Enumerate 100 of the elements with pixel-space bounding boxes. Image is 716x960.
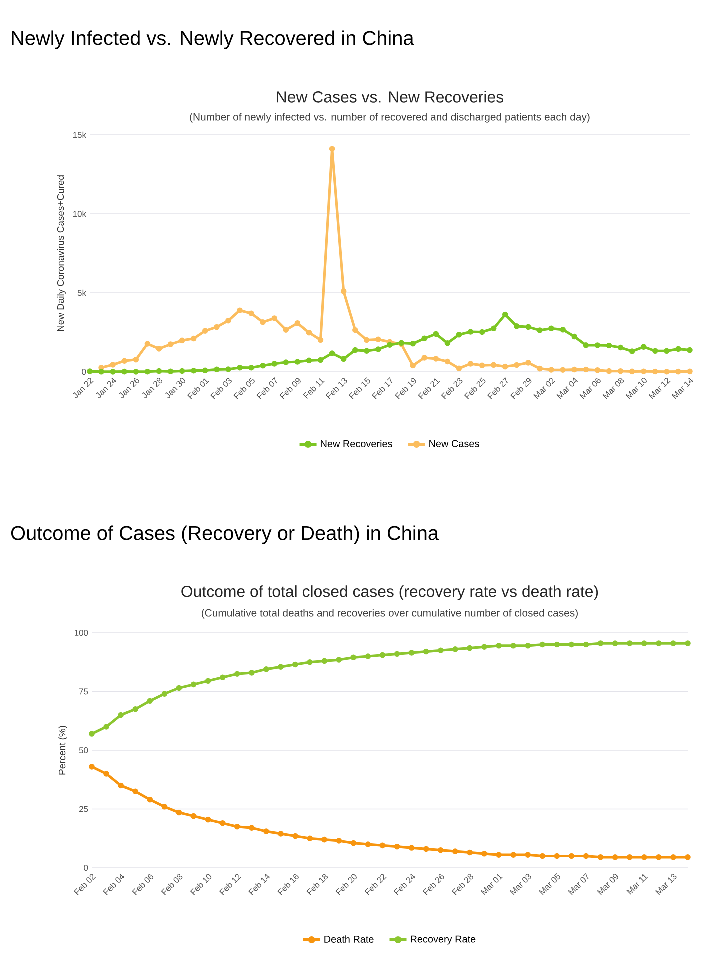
- point: [444, 340, 451, 346]
- legend-label: New Recoveries: [321, 440, 392, 448]
- point: [179, 368, 186, 374]
- point: [264, 828, 270, 834]
- point: [642, 640, 648, 646]
- point: [202, 328, 208, 334]
- point: [479, 329, 486, 336]
- point: [306, 330, 312, 336]
- x-tick-label: Jan 26: [119, 378, 140, 398]
- text: (Cumulative total deaths and recoveries over cumulative number of closed cases): [202, 609, 578, 619]
- point: [670, 854, 676, 860]
- chart-subtitle: Outcome of total closed cases (recovery rate vs death rate): [182, 586, 598, 600]
- point: [260, 319, 266, 326]
- point: [422, 336, 428, 342]
- point: [380, 842, 386, 849]
- point: [249, 825, 255, 831]
- x-tick-label: Mar 10: [626, 378, 647, 400]
- point: [156, 368, 162, 374]
- point: [176, 810, 182, 816]
- point: [162, 804, 168, 810]
- x-tick-label: Feb 27: [487, 377, 508, 400]
- point: [336, 838, 342, 844]
- point: [365, 654, 372, 660]
- point: [612, 854, 618, 860]
- point: [292, 662, 298, 668]
- point: [104, 724, 110, 730]
- point: [307, 659, 313, 666]
- x-tick-label: Mar 12: [648, 378, 671, 400]
- point: [423, 846, 430, 852]
- point: [394, 844, 400, 850]
- point: [526, 324, 532, 330]
- point: [162, 691, 168, 697]
- x-tick-label: Feb 20: [336, 874, 357, 896]
- point: [456, 332, 462, 338]
- x-tick-label: Mar 14: [672, 378, 694, 400]
- point: [652, 348, 658, 354]
- point: [132, 706, 138, 712]
- x-tick-label: Mar 06: [580, 378, 601, 400]
- x-tick-label: Mar 07: [568, 873, 589, 896]
- y-tick-label: 75: [80, 688, 88, 695]
- point: [306, 358, 312, 364]
- point: [452, 848, 458, 854]
- point: [234, 671, 240, 678]
- x-tick-label: Mar 05: [539, 874, 560, 896]
- y-tick-label: 10k: [73, 210, 86, 218]
- point: [685, 854, 691, 860]
- point: [618, 344, 624, 351]
- point: [594, 342, 601, 348]
- point: [110, 362, 116, 368]
- point: [89, 731, 95, 737]
- point: [525, 852, 531, 858]
- point: [122, 368, 128, 375]
- point: [214, 366, 220, 373]
- x-tick-label: Feb 07: [256, 377, 278, 400]
- point: [132, 788, 138, 795]
- x-tick-label: Feb 28: [452, 874, 474, 896]
- point: [294, 320, 301, 326]
- x-tick-label: Feb 19: [395, 378, 416, 400]
- point: [572, 334, 578, 340]
- point: [122, 358, 128, 364]
- point: [433, 356, 440, 362]
- point: [537, 366, 543, 372]
- point: [583, 366, 590, 373]
- y-tick-label: 0: [84, 865, 88, 871]
- x-tick-label: Feb 05: [234, 378, 255, 400]
- point: [640, 344, 647, 350]
- point: [502, 364, 508, 370]
- point: [340, 288, 347, 294]
- x-tick-label: Feb 01: [187, 378, 210, 400]
- point: [283, 360, 290, 366]
- x-tick-label: Feb 02: [74, 874, 96, 896]
- point: [526, 360, 532, 366]
- point: [514, 324, 520, 330]
- point: [572, 366, 578, 373]
- x-tick-label: Feb 15: [348, 378, 370, 400]
- point: [606, 342, 612, 349]
- x-tick-label: Jan 30: [166, 378, 186, 398]
- point: [318, 337, 324, 344]
- point: [468, 361, 474, 367]
- point: [490, 362, 497, 368]
- point: [214, 324, 220, 330]
- y-axis-title: Percent (%): [58, 726, 68, 775]
- point: [104, 771, 110, 777]
- point: [376, 336, 382, 343]
- point: [612, 640, 618, 646]
- point: [438, 648, 444, 654]
- point: [664, 348, 670, 354]
- point: [490, 326, 497, 332]
- point: [598, 640, 604, 646]
- point: [226, 366, 232, 372]
- point: [423, 648, 430, 655]
- point: [322, 836, 328, 843]
- y-tick-label: 25: [79, 806, 88, 812]
- point: [548, 326, 554, 332]
- x-tick-label: Feb 25: [464, 378, 486, 400]
- point: [352, 327, 358, 334]
- point: [482, 644, 488, 650]
- point: [468, 329, 474, 335]
- point: [685, 640, 691, 646]
- point: [642, 854, 648, 860]
